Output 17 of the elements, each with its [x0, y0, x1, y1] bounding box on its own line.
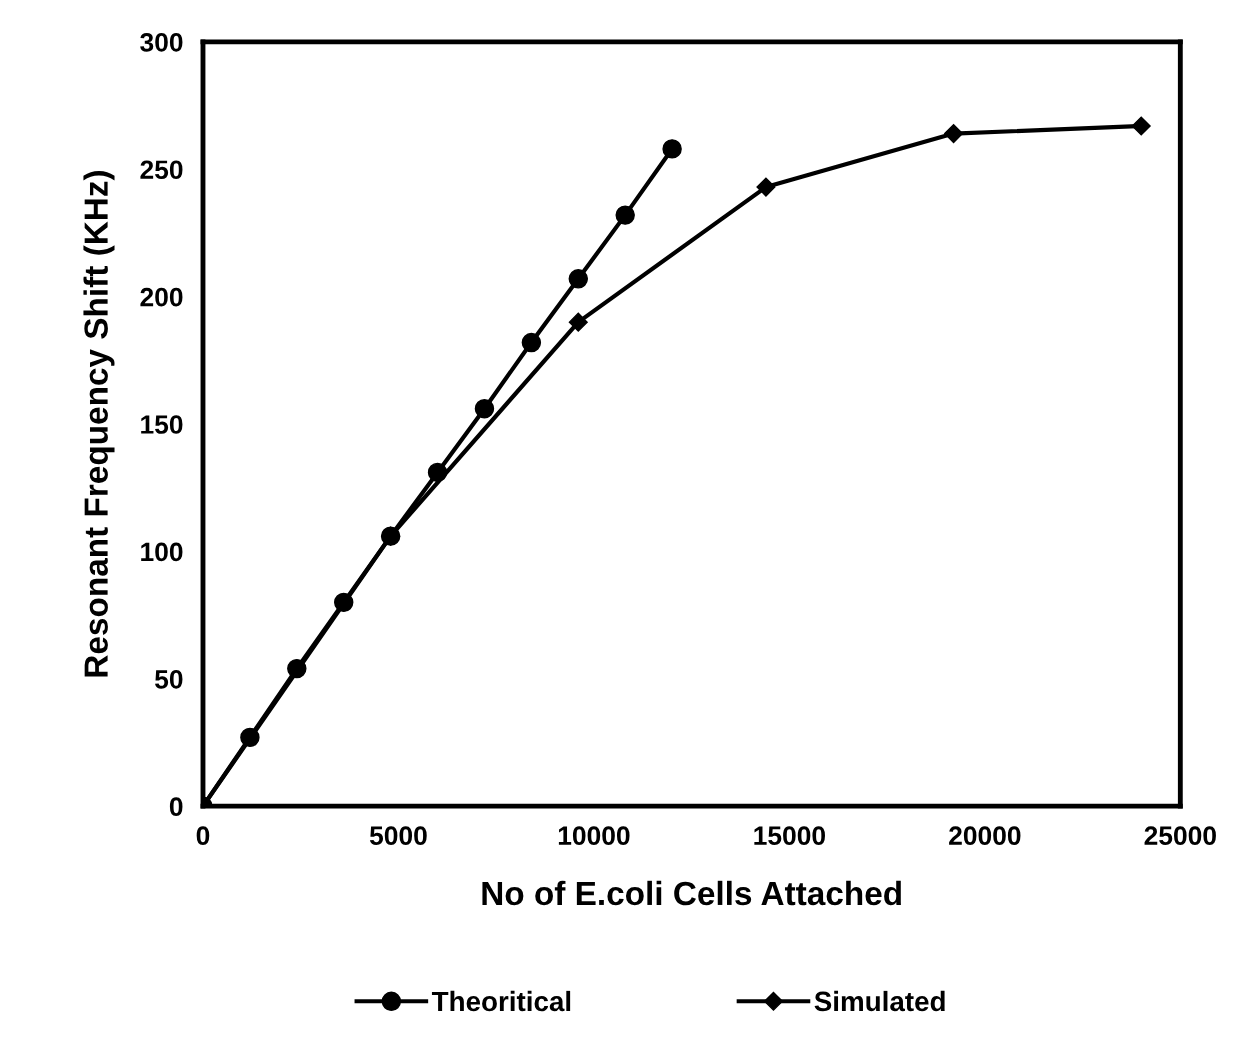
x-tick-label: 15000 [754, 826, 825, 846]
x-tick-label: 10000 [558, 826, 630, 846]
x-tick-label: 5000 [369, 826, 427, 846]
y-tick-label: 200 [140, 287, 183, 307]
y-tick-label: 250 [140, 160, 183, 180]
x-axis-title: No of E.coli Cells Attached [482, 880, 901, 906]
x-tick-label: 0 [196, 826, 210, 846]
x-tick-label: 20000 [949, 826, 1021, 846]
y-tick-label: 100 [141, 542, 183, 562]
y-axis-title: Resonant Frequency Shift (KHz) [83, 171, 115, 677]
y-tick-label: 150 [141, 415, 183, 434]
y-tick-label: 50 [155, 669, 183, 689]
legend-label: Simulated [814, 990, 945, 1012]
y-tick-label: 300 [140, 33, 183, 52]
legend-label: Theoritical [431, 990, 571, 1012]
x-tick-label: 25000 [1144, 826, 1216, 846]
y-tick-label: 0 [169, 797, 183, 817]
